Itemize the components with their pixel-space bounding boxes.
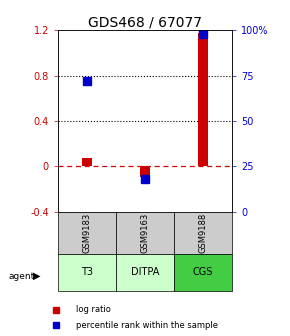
- Text: ▶: ▶: [33, 271, 41, 281]
- Text: GSM9183: GSM9183: [82, 213, 92, 253]
- Bar: [82, 158, 92, 166]
- Title: GDS468 / 67077: GDS468 / 67077: [88, 15, 202, 29]
- Text: GSM9163: GSM9163: [140, 213, 150, 253]
- Bar: [140, 166, 150, 176]
- Text: T3: T3: [81, 267, 93, 277]
- Text: percentile rank within the sample: percentile rank within the sample: [75, 321, 218, 330]
- Bar: [116, 212, 174, 254]
- Bar: [174, 254, 232, 291]
- Bar: [198, 33, 208, 166]
- Text: DITPA: DITPA: [131, 267, 159, 277]
- Text: agent: agent: [9, 272, 35, 281]
- Bar: [58, 254, 116, 291]
- Bar: [58, 212, 116, 254]
- Bar: [174, 212, 232, 254]
- Text: log ratio: log ratio: [75, 305, 110, 314]
- Bar: [116, 254, 174, 291]
- Text: GSM9188: GSM9188: [198, 213, 208, 253]
- Text: CGS: CGS: [193, 267, 213, 277]
